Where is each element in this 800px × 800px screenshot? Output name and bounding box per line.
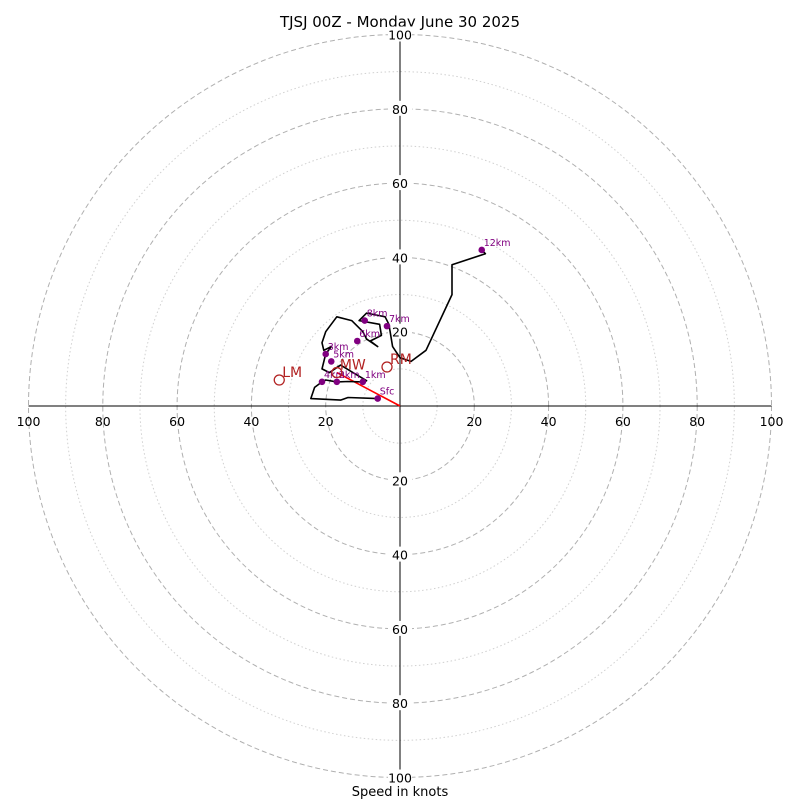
height-marker-2km bbox=[333, 378, 341, 386]
height-label-12km: 12km bbox=[484, 238, 511, 249]
x-tick-label: 100 bbox=[760, 414, 784, 429]
height-marker-6km bbox=[353, 337, 361, 345]
x-tick-label: 80 bbox=[95, 414, 111, 429]
y-tick-label: 20 bbox=[392, 473, 408, 488]
storm-motion-marker-rm bbox=[381, 361, 393, 373]
y-tick-label: 20 bbox=[392, 325, 408, 340]
x-axis-label: Speed in knots bbox=[352, 785, 449, 800]
height-marker-sfc bbox=[374, 395, 382, 402]
y-tick-label: 100 bbox=[388, 771, 412, 786]
y-tick-label: 100 bbox=[388, 28, 412, 43]
height-label-8km: 8km bbox=[367, 309, 388, 320]
tick-labels: 100 80 60 40 20 20 40 60 80 100 20 40 60 80 100 20 40 60 8… bbox=[17, 26, 784, 786]
shear-vector bbox=[336, 371, 401, 407]
y-tick-label: 80 bbox=[392, 102, 408, 117]
height-label-7km: 7km bbox=[389, 314, 410, 325]
storm-motion-label-lm: LM bbox=[282, 365, 302, 381]
tick-label-background bbox=[388, 249, 412, 265]
tick-label-background bbox=[388, 100, 412, 116]
y-tick-label: 40 bbox=[392, 548, 408, 563]
height-label-sfc: Sfc bbox=[380, 387, 395, 398]
x-tick-label: 40 bbox=[541, 414, 557, 429]
storm-motion-marker-mw bbox=[331, 366, 343, 379]
tick-label-background bbox=[388, 175, 412, 191]
y-tick-label: 60 bbox=[392, 622, 408, 637]
y-tick-label: 40 bbox=[392, 250, 408, 265]
tick-label-background bbox=[388, 26, 412, 42]
height-marker-3km bbox=[322, 350, 330, 358]
height-marker-7km bbox=[383, 322, 391, 330]
tick-label-background bbox=[388, 695, 412, 711]
storm-motion-label-rm: RM bbox=[390, 352, 412, 368]
hodograph-line bbox=[309, 249, 487, 401]
tick-label-background bbox=[388, 620, 412, 636]
height-label-2km: 2km bbox=[339, 370, 360, 381]
x-tick-label: 80 bbox=[689, 414, 705, 429]
height-marker-1km bbox=[359, 378, 367, 386]
y-tick-label: 60 bbox=[392, 176, 408, 191]
height-label-1km: 1km bbox=[365, 370, 386, 381]
height-label-4km: 4km bbox=[324, 370, 345, 381]
x-tick-label: 20 bbox=[318, 414, 334, 429]
height-label-5km: 5km bbox=[333, 349, 354, 360]
height-label-6km: 6km bbox=[359, 329, 380, 340]
height-marker-12km bbox=[478, 246, 486, 254]
tick-label-background bbox=[388, 323, 412, 339]
height-marker-5km bbox=[327, 358, 335, 365]
x-tick-label: 60 bbox=[615, 414, 631, 429]
x-tick-label: 20 bbox=[466, 414, 482, 429]
x-tick-label: 40 bbox=[243, 414, 259, 429]
height-marker-4km bbox=[318, 378, 326, 386]
tick-label-background bbox=[388, 769, 412, 785]
tick-label-background bbox=[388, 472, 412, 488]
shear-line bbox=[336, 371, 401, 407]
storm-motion-markers: LM MW RM bbox=[273, 352, 412, 386]
storm-motion-marker-lm bbox=[273, 374, 285, 386]
height-label-3km: 3km bbox=[328, 342, 349, 353]
height-marker-8km bbox=[361, 317, 369, 324]
y-tick-label: 80 bbox=[392, 696, 408, 711]
storm-motion-label-mw: MW bbox=[340, 358, 366, 374]
x-tick-label: 60 bbox=[169, 414, 185, 429]
tick-label-background bbox=[388, 546, 412, 562]
chart-title: TJSJ 00Z - Monday June 30 2025 bbox=[279, 13, 520, 31]
x-tick-label: 100 bbox=[17, 414, 41, 429]
hodograph-trace bbox=[309, 249, 487, 401]
